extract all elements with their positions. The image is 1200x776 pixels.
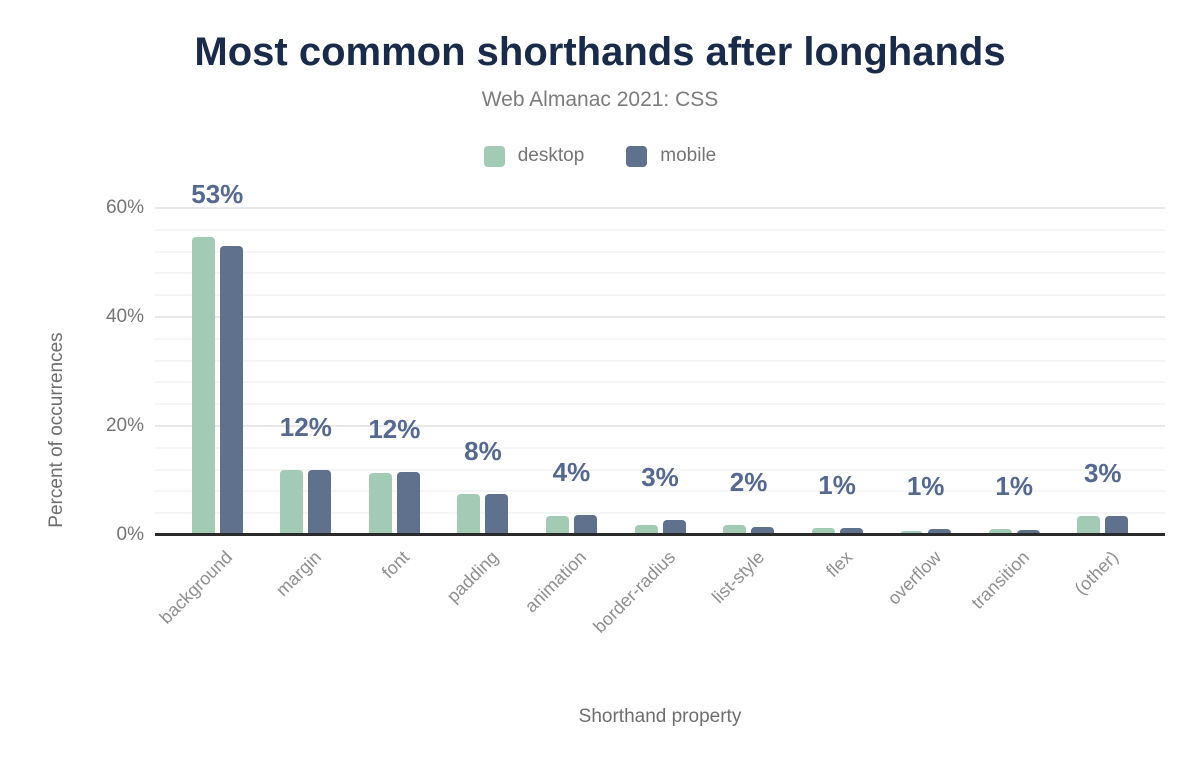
desktop-bar [368, 473, 392, 535]
bar-group-list-style: 2% [704, 195, 793, 535]
minor-gridline [155, 512, 1165, 515]
bar-group-margin: 12% [262, 195, 351, 535]
desktop-bar [457, 494, 481, 535]
x-tick-label-text: list-style [707, 547, 768, 608]
minor-gridline [155, 468, 1165, 471]
value-label: 1% [906, 471, 945, 502]
x-tick-label-text: transition [967, 547, 1034, 613]
minor-gridline [155, 250, 1165, 253]
value-label: 3% [1083, 457, 1122, 488]
minor-gridline [155, 381, 1165, 384]
bar-group-transition: 1% [970, 195, 1059, 535]
y-tick-label: 20% [105, 415, 144, 436]
x-tick-label-text: flex [822, 547, 857, 581]
value-label: 1% [818, 470, 856, 501]
x-tick-label-text: margin [271, 547, 325, 601]
minor-gridline [155, 294, 1165, 297]
mobile-bar [751, 526, 775, 535]
value-label: 53% [191, 178, 244, 209]
x-tick-label-text: font [378, 547, 414, 583]
bar-group-background: 53% [173, 181, 262, 535]
minor-gridline [155, 403, 1165, 406]
major-gridline [155, 207, 1165, 209]
plot-area: 0% 20% 40% 60% 53% 12% 12% 8% 4% 3% 2% 1% 1% 1% 3% ba… [106, 181, 1165, 637]
minor-gridline [155, 446, 1165, 449]
value-label: 3% [641, 462, 679, 493]
chart-subtitle: Web Almanac 2021: CSS [481, 88, 719, 111]
mobile-bar [839, 528, 863, 535]
x-axis-line [155, 533, 1165, 536]
desktop-bar [545, 515, 569, 535]
major-gridline [155, 316, 1165, 318]
mobile-bar [662, 520, 686, 535]
mobile-bar [308, 470, 332, 535]
bar-groups: 53% 12% 12% 8% 4% 3% 2% 1% 1% 1% 3% [173, 181, 1147, 535]
mobile-bar [573, 515, 597, 535]
bar-group-animation: 4% [527, 195, 616, 535]
desktop-bar [811, 528, 835, 535]
legend-label: desktop [517, 145, 585, 166]
desktop-bar [280, 470, 304, 535]
minor-gridline [155, 228, 1165, 231]
x-tick-labels: background margin font padding animation bord… [155, 535, 1165, 655]
bar-group-padding: 8% [439, 195, 528, 535]
minor-gridline [155, 359, 1165, 362]
mobile-swatch-icon [626, 145, 648, 167]
value-label: 8% [464, 436, 502, 467]
desktop-bar [900, 530, 924, 535]
bar-group-overflow: 1% [881, 195, 970, 535]
mobile-bar [219, 246, 243, 535]
x-tick-label-text: animation [521, 547, 591, 617]
y-axis-title: Percent of occurrences [46, 332, 67, 528]
desktop-bar [634, 524, 658, 535]
x-tick-label-text: overflow [883, 547, 945, 609]
mobile-bar [396, 471, 420, 535]
bar-group-flex: 1% [793, 195, 882, 535]
chart-title: Most common shorthands after longhands [194, 30, 1006, 74]
minor-gridline [155, 337, 1165, 340]
value-label: 12% [279, 412, 332, 443]
value-label: 4% [552, 457, 591, 488]
x-tick-label-text: padding [442, 547, 503, 607]
minor-gridline [155, 490, 1165, 493]
bar-group-font: 12% [350, 195, 439, 535]
x-tick-label-text: (other) [1070, 547, 1122, 599]
mobile-bar [485, 494, 509, 535]
minor-gridline [155, 272, 1165, 275]
bar-group-border-radius: 3% [616, 195, 705, 535]
major-gridline [155, 425, 1165, 427]
bar-group-(other): 3% [1058, 195, 1147, 535]
desktop-bar [988, 529, 1012, 535]
legend-item-desktop: desktop [483, 145, 585, 167]
value-label: 12% [368, 413, 421, 444]
x-axis-title: Shorthand property [578, 706, 742, 727]
y-tick-label: 60% [105, 197, 144, 218]
desktop-bar [191, 236, 215, 535]
x-tick-label-text: background [155, 547, 237, 628]
mobile-bar [928, 529, 952, 535]
desktop-bar [723, 525, 747, 535]
mobile-bar [1016, 529, 1040, 535]
legend: desktop mobile [0, 145, 1200, 167]
desktop-bar [1077, 516, 1101, 535]
x-tick-label-text: border-radius [589, 547, 680, 637]
legend-item-mobile: mobile [626, 145, 716, 167]
value-label: 2% [729, 467, 768, 498]
legend-label: mobile [660, 145, 717, 166]
y-tick-label: 0% [116, 524, 144, 545]
mobile-bar [1105, 515, 1129, 535]
value-label: 1% [995, 471, 1033, 502]
y-tick-label: 40% [105, 306, 144, 327]
desktop-swatch-icon [483, 145, 505, 167]
